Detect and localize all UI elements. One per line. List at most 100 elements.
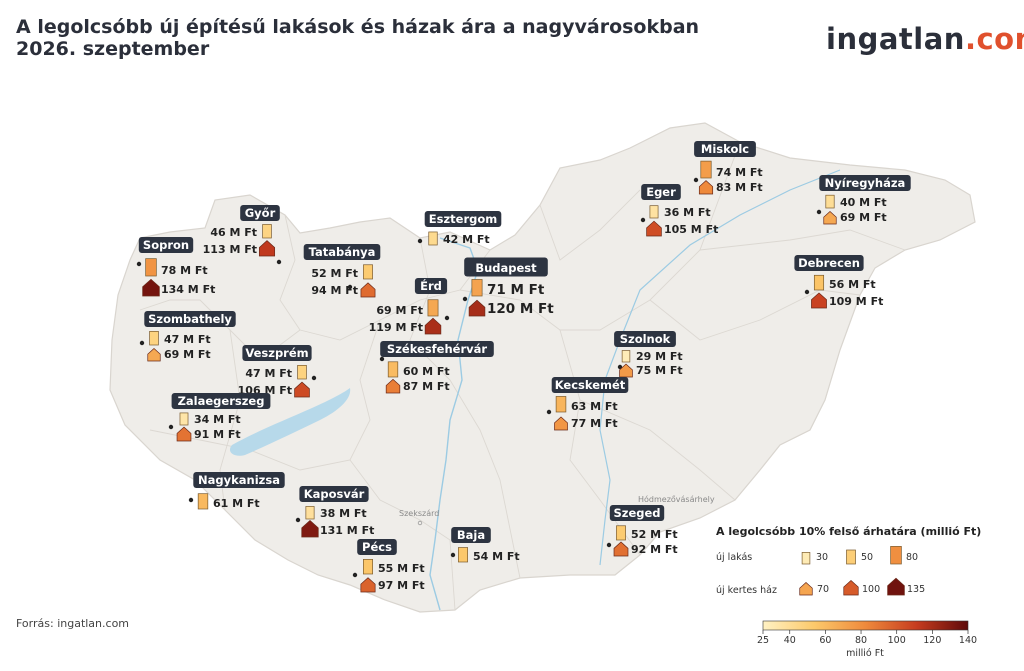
flat-price-label: 29 M Ft [636,350,683,363]
colorbar-tick-label: 80 [855,635,867,646]
source-note: Forrás: ingatlan.com [16,617,130,630]
city-name: Szeged [613,506,660,520]
city-gyor: Győr 46 M Ft 113 M Ft [203,205,282,265]
city-dot [311,375,317,381]
city-markers: Miskolc 74 M Ft 83 M Ft Eger 36 M Ft 105 M Ft… [136,141,911,593]
house-price-marker [646,220,662,237]
legend-flat-80 [890,546,902,565]
city-label-bg [144,311,236,327]
city-name: Zalaegerszeg [178,394,265,408]
legend-flat-value: 30 [816,552,828,563]
city-label-bg [380,341,494,357]
city-name: Esztergom [429,212,497,226]
city-nyiregyhaza: Nyíregyháza 40 M Ft 69 M Ft [816,175,911,225]
house-price-marker [360,577,376,593]
city-dot [168,424,174,430]
city-label-bg [240,205,280,221]
city-name: Budapest [475,261,537,275]
colorbar-tick-label: 25 [757,635,769,646]
flat-price-label: 63 M Ft [571,400,618,413]
flat-price-marker [145,258,157,277]
city-kecskemet: Kecskemét 63 M Ft 77 M Ft [546,377,629,431]
house-price-label: 94 M Ft [311,284,358,297]
city-label-bg [299,486,369,502]
city-szeged: Szeged 52 M Ft 92 M Ft [606,505,678,557]
house-price-label: 131 M Ft [320,524,374,537]
flat-price-marker [471,279,483,297]
city-dot [379,356,385,362]
city-label-bg [303,244,381,260]
city-label-bg [242,345,312,361]
city-name: Szombathely [148,312,232,326]
flat-price-marker [427,299,439,317]
house-price-marker [811,292,827,309]
city-label-bg [794,255,864,271]
flat-price-label: 60 M Ft [403,365,450,378]
flat-price-marker [458,547,468,563]
city-name: Győr [245,206,276,220]
house-price-label: 105 M Ft [664,223,718,236]
flat-price-marker [149,331,159,346]
flat-price-marker [305,506,315,520]
flat-price-label: 54 M Ft [473,550,520,563]
house-price-marker [619,363,633,378]
city-label-bg [451,527,491,543]
city-dot [139,340,145,346]
house-price-marker [424,317,442,335]
flat-price-label: 52 M Ft [631,528,678,541]
city-pecs: Pécs 55 M Ft 97 M Ft [352,539,425,593]
flat-price-label: 46 M Ft [210,226,257,239]
house-price-marker [698,180,714,195]
city-name: Debrecen [798,256,860,270]
city-baja: Baja 54 M Ft [450,527,520,563]
flat-price-marker [649,205,659,219]
legend-flat-50 [846,549,856,565]
flat-price-marker [262,224,272,239]
city-name: Székesfehérvár [387,342,487,356]
house-price-label: 87 M Ft [403,380,450,393]
flat-price-label: 78 M Ft [161,264,208,277]
city-label-bg [694,141,756,157]
place-hodmezovasarhely: Hódmezővásárhely [638,494,715,504]
house-price-label: 97 M Ft [378,579,425,592]
city-label-bg [414,278,448,294]
house-price-marker [142,278,160,297]
city-label-bg [464,257,548,277]
logo-accent: .com [964,22,1024,56]
house-price-label: 75 M Ft [636,364,683,377]
city-label-bg [609,505,665,521]
city-szekesfehervar: Székesfehérvár 60 M Ft 87 M Ft [379,341,494,394]
city-label-bg [614,331,676,347]
city-dot [417,238,423,244]
legend: A legolcsóbb 10% felső árhatára (millió … [716,525,981,659]
city-name: Nyíregyháza [825,176,906,190]
city-dot [276,259,282,265]
house-price-label: 120 M Ft [487,301,554,317]
flat-price-marker [363,559,374,575]
house-price-marker [613,541,629,557]
city-name: Baja [457,528,485,542]
city-name: Veszprém [245,346,308,360]
legend-house-135 [887,577,905,596]
legend-house-100 [843,580,859,596]
flat-price-label: 56 M Ft [829,278,876,291]
house-price-label: 113 M Ft [203,243,257,256]
house-price-marker [360,282,376,298]
city-name: Pécs [362,540,392,554]
legend-house-label: új kertes ház [716,585,777,596]
house-price-label: 119 M Ft [369,321,423,334]
house-price-marker [176,426,192,442]
city-kaposvar: Kaposvár 38 M Ft 131 M Ft [295,486,374,538]
title-line-1: A legolcsóbb új építésű lakások és házak… [16,16,700,38]
house-price-label: 77 M Ft [571,417,618,430]
city-dot [606,542,612,548]
flat-price-label: 36 M Ft [664,206,711,219]
house-price-marker [468,299,486,317]
city-dot [450,552,456,558]
house-price-label: 134 M Ft [161,283,215,296]
city-dot [816,209,822,215]
legend-house-sizes: 70 100 135 [799,577,925,596]
house-price-marker [385,378,401,394]
flat-price-label: 42 M Ft [443,233,490,246]
city-miskolc: Miskolc 74 M Ft 83 M Ft [693,141,763,195]
